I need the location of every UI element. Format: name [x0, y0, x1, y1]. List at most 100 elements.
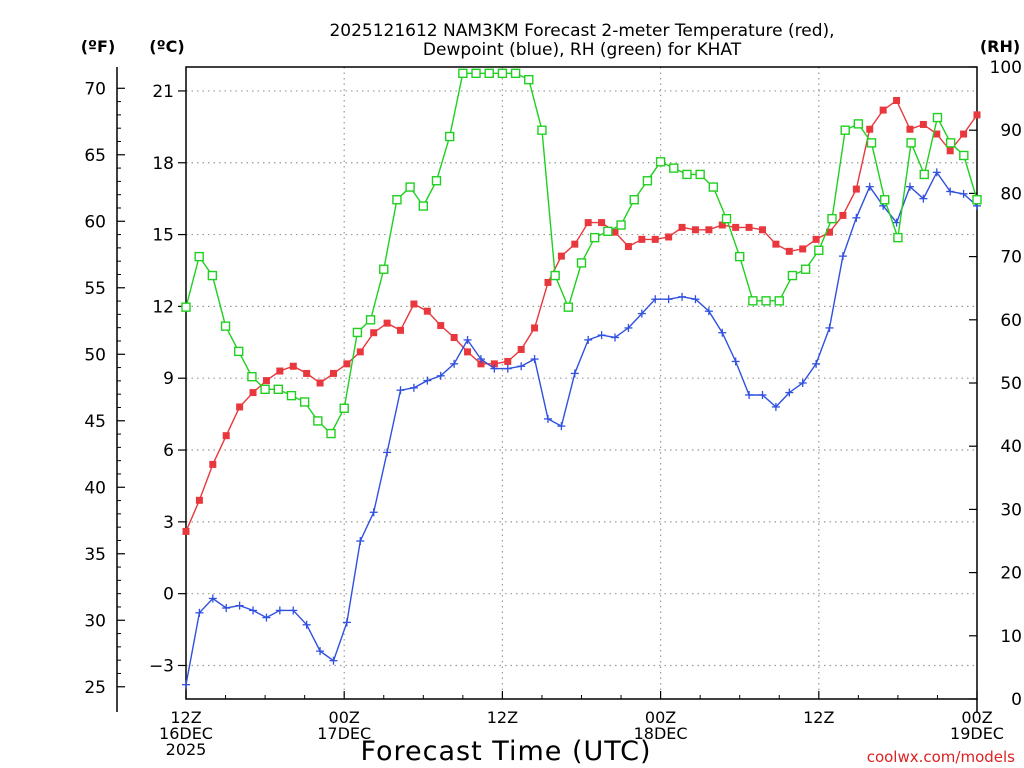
dewpoint-point [892, 218, 901, 227]
dewpoint-point [825, 323, 834, 332]
dewpoint-point [718, 328, 727, 337]
rh-point [866, 138, 877, 148]
temperature-point [705, 226, 713, 234]
x-tick-label: 16DEC [159, 724, 213, 743]
x-tick-label: 17DEC [317, 724, 371, 743]
temperature-point [397, 326, 405, 334]
dewpoint-point [423, 376, 432, 385]
x-tick-label: 00Z [961, 708, 992, 727]
dewpoint-point [329, 656, 338, 665]
chart-title-line1: 2025121612 NAM3KM Forecast 2-meter Tempe… [329, 21, 834, 41]
rh-point [669, 163, 679, 173]
temperature-point [785, 247, 793, 255]
rh-tick-label: 10 [1000, 627, 1022, 647]
temperature-point [584, 219, 592, 227]
celsius-tick-label: 12 [152, 297, 174, 317]
temperature-point [276, 367, 284, 375]
rh-point [682, 169, 692, 180]
temperature-point [209, 460, 217, 468]
x-tick-label: 2025 [166, 740, 207, 759]
rh-point [352, 327, 363, 338]
rh-point [379, 264, 389, 274]
dewpoint-point [664, 295, 673, 304]
temperature-point [195, 496, 203, 504]
temperature-point [691, 226, 699, 234]
rh-tick-label: 70 [1000, 248, 1022, 268]
dewpoint-point [637, 309, 646, 318]
rh-point [286, 390, 297, 401]
rh-point [827, 213, 837, 224]
dewpoint-point [530, 355, 539, 364]
axis-ticks: −3 0 3 6 9 12 15 18 21 25 30 35 40 45 50 55 60 65 70 0 10 20 3… [84, 58, 1022, 759]
rh-tick-label: 40 [1000, 437, 1022, 457]
rh-point [260, 384, 270, 395]
rh-point [774, 296, 784, 306]
temperature-point [718, 221, 726, 229]
temperature-point [732, 223, 740, 231]
rh-point [959, 150, 969, 161]
dewpoint-point [651, 295, 660, 304]
dewpoint-point [249, 606, 258, 615]
dewpoint-point [222, 604, 231, 613]
dewpoint-point [611, 333, 620, 342]
fahrenheit-tick-label: 35 [84, 545, 106, 565]
x-tick-label: 12Z [487, 708, 518, 727]
temperature-point [611, 228, 619, 236]
temperature-point [973, 111, 981, 119]
temperature-point [919, 120, 927, 128]
chart-title-line2: Dewpoint (blue), RH (green) for KHAT [423, 40, 742, 60]
dewpoint-point [758, 390, 767, 399]
fahrenheit-tick-label: 55 [84, 279, 106, 299]
temperature-point [557, 252, 565, 260]
temperature-point [946, 147, 954, 155]
rh-point [589, 232, 600, 243]
rh-point [234, 346, 244, 357]
temperature-point [490, 360, 498, 368]
rh-point [431, 176, 442, 186]
rh-point [695, 169, 705, 180]
rh-tick-label: 0 [1011, 690, 1022, 710]
dewpoint-point [905, 182, 914, 191]
dewpoint-point [959, 189, 968, 198]
temperature-point [531, 324, 539, 332]
dewpoint-point [691, 295, 700, 304]
rh-point [484, 68, 494, 79]
dewpoint-point [597, 331, 606, 340]
dewpoint-point [182, 680, 190, 689]
dewpoint-point [838, 252, 847, 261]
dewpoint-point [208, 594, 217, 603]
temperature-point [812, 235, 820, 243]
dewpoint-point [490, 364, 499, 373]
temperature-point [906, 125, 914, 133]
temperature-point [879, 106, 887, 114]
rh-point [800, 264, 811, 274]
rh-point [497, 68, 508, 79]
dewpoint-point [342, 618, 351, 627]
dewpoint-point [731, 357, 740, 366]
gridlines [186, 67, 977, 699]
rh-tick-label: 20 [1000, 564, 1022, 584]
rh-point [207, 270, 218, 281]
dewpoint-point [262, 613, 271, 622]
temperature-point [571, 240, 579, 248]
temperature-point [598, 219, 606, 227]
x-tick-label: 12Z [170, 708, 201, 727]
fahrenheit-tick-label: 50 [84, 345, 106, 365]
rh-point [932, 112, 943, 123]
celsius-tick-label: 15 [152, 226, 174, 246]
rh-point [735, 251, 745, 262]
fahrenheit-tick-label: 65 [84, 146, 106, 166]
dewpoint-point [302, 620, 311, 629]
dewpoint-point [503, 364, 512, 373]
rh-point [629, 195, 639, 205]
rh-tick-label: 90 [1000, 121, 1022, 141]
x-tick-label: 19DEC [950, 724, 1004, 743]
temperature-point [638, 235, 646, 243]
rh-point [510, 68, 521, 79]
rh-point [458, 68, 468, 79]
temperature-point [477, 360, 485, 368]
dewpoint-point [798, 379, 807, 387]
rh-point [550, 270, 560, 281]
temperature-point [356, 348, 364, 356]
